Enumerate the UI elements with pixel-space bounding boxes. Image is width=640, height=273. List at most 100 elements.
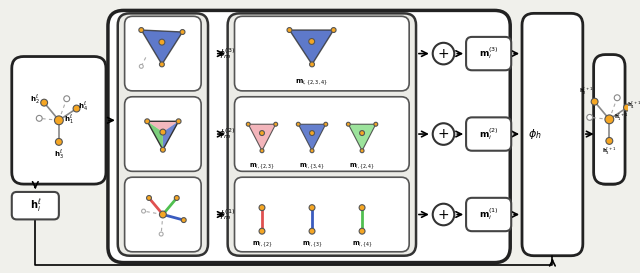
Circle shape — [159, 62, 164, 67]
Text: $\mathbf{h}_i^{\ell}$: $\mathbf{h}_i^{\ell}$ — [29, 197, 41, 214]
Circle shape — [259, 228, 265, 234]
Text: $\phi_m^{(3)}$: $\phi_m^{(3)}$ — [218, 46, 235, 61]
Circle shape — [260, 130, 264, 135]
Circle shape — [310, 130, 314, 135]
Text: $\mathbf{m}_{i,\{2,3\}}$: $\mathbf{m}_{i,\{2,3\}}$ — [249, 162, 275, 171]
Text: $\mathbf{m}_{i,\{2,3,4\}}$: $\mathbf{m}_{i,\{2,3,4\}}$ — [296, 78, 328, 87]
Circle shape — [346, 122, 350, 126]
FancyBboxPatch shape — [466, 37, 511, 70]
Circle shape — [614, 95, 620, 101]
Circle shape — [56, 138, 62, 145]
Text: $\mathbf{h}_3^{\ell+1}$: $\mathbf{h}_3^{\ell+1}$ — [602, 146, 616, 157]
Circle shape — [159, 211, 166, 218]
Text: $\phi_m^{(1)}$: $\phi_m^{(1)}$ — [218, 207, 235, 222]
Text: $\mathbf{m}_{i,\{3,4\}}$: $\mathbf{m}_{i,\{3,4\}}$ — [299, 162, 325, 171]
FancyBboxPatch shape — [108, 10, 510, 263]
Circle shape — [324, 122, 328, 126]
Text: $\mathbf{m}_{i,\{2,4\}}$: $\mathbf{m}_{i,\{2,4\}}$ — [349, 162, 375, 171]
Text: $\mathbf{h}_4^{\ell+1}$: $\mathbf{h}_4^{\ell+1}$ — [627, 100, 640, 111]
Circle shape — [259, 205, 265, 210]
Circle shape — [174, 195, 179, 200]
Text: $\mathbf{m}_{i,\{3\}}$: $\mathbf{m}_{i,\{3\}}$ — [301, 239, 323, 248]
Polygon shape — [348, 124, 376, 151]
FancyBboxPatch shape — [466, 117, 511, 151]
Circle shape — [587, 114, 593, 120]
Circle shape — [161, 147, 165, 152]
FancyBboxPatch shape — [522, 13, 583, 256]
Text: $\mathbf{h}_1^{\ell+1}$: $\mathbf{h}_1^{\ell+1}$ — [614, 112, 628, 123]
Text: $\phi_h$: $\phi_h$ — [528, 127, 541, 141]
FancyBboxPatch shape — [594, 55, 625, 184]
Circle shape — [309, 228, 315, 234]
Circle shape — [159, 232, 163, 236]
Circle shape — [145, 119, 150, 124]
FancyBboxPatch shape — [12, 57, 106, 184]
Circle shape — [308, 38, 315, 44]
FancyBboxPatch shape — [234, 177, 409, 252]
Polygon shape — [289, 30, 333, 64]
Circle shape — [139, 28, 144, 32]
FancyBboxPatch shape — [228, 13, 416, 256]
Circle shape — [433, 123, 454, 145]
Circle shape — [73, 105, 80, 112]
Polygon shape — [147, 121, 163, 150]
Text: $\mathbf{h}_3^{\ell}$: $\mathbf{h}_3^{\ell}$ — [54, 147, 64, 160]
Text: $\mathbf{h}_4^{\ell}$: $\mathbf{h}_4^{\ell}$ — [79, 99, 88, 112]
Circle shape — [310, 62, 314, 67]
FancyBboxPatch shape — [234, 97, 409, 171]
Circle shape — [147, 195, 152, 200]
Circle shape — [160, 129, 166, 135]
FancyBboxPatch shape — [125, 16, 201, 91]
Circle shape — [310, 149, 314, 153]
Circle shape — [433, 43, 454, 64]
Text: $+$: $+$ — [438, 47, 449, 61]
Text: $\mathbf{h}_2^{\ell}$: $\mathbf{h}_2^{\ell}$ — [29, 92, 39, 105]
Polygon shape — [141, 30, 182, 64]
Polygon shape — [147, 121, 179, 132]
Circle shape — [260, 149, 264, 153]
Circle shape — [360, 130, 365, 135]
Circle shape — [606, 138, 612, 144]
Text: $\mathbf{m}_{i,\{4\}}$: $\mathbf{m}_{i,\{4\}}$ — [351, 239, 372, 248]
Circle shape — [309, 205, 315, 210]
Circle shape — [140, 64, 143, 68]
Circle shape — [181, 218, 186, 222]
Circle shape — [176, 119, 181, 124]
Text: $+$: $+$ — [438, 207, 449, 221]
Text: $\mathbf{h}_2^{\ell+1}$: $\mathbf{h}_2^{\ell+1}$ — [579, 86, 594, 97]
FancyBboxPatch shape — [118, 13, 208, 256]
Circle shape — [274, 122, 278, 126]
Circle shape — [36, 115, 42, 121]
Circle shape — [246, 122, 250, 126]
Circle shape — [374, 122, 378, 126]
Circle shape — [331, 28, 336, 32]
FancyBboxPatch shape — [234, 16, 409, 91]
Text: $\mathbf{m}_i^{(3)}$: $\mathbf{m}_i^{(3)}$ — [479, 46, 499, 61]
Text: $\mathbf{m}_{i,\{2\}}$: $\mathbf{m}_{i,\{2\}}$ — [252, 239, 273, 248]
Polygon shape — [248, 124, 276, 151]
Circle shape — [433, 204, 454, 225]
FancyBboxPatch shape — [596, 57, 623, 184]
FancyBboxPatch shape — [12, 192, 59, 219]
Circle shape — [287, 28, 292, 32]
Circle shape — [605, 115, 614, 124]
Circle shape — [180, 29, 185, 34]
FancyBboxPatch shape — [466, 198, 511, 231]
Circle shape — [359, 228, 365, 234]
Circle shape — [141, 209, 145, 213]
Text: $\mathbf{m}_i^{(2)}$: $\mathbf{m}_i^{(2)}$ — [479, 126, 499, 142]
Polygon shape — [298, 124, 326, 151]
Circle shape — [41, 99, 47, 106]
FancyBboxPatch shape — [125, 177, 201, 252]
Circle shape — [296, 122, 300, 126]
Circle shape — [591, 98, 598, 105]
Circle shape — [623, 104, 630, 111]
Circle shape — [359, 205, 365, 210]
Text: $\mathbf{h}_1^{\ell}$: $\mathbf{h}_1^{\ell}$ — [64, 112, 74, 125]
Circle shape — [360, 149, 364, 153]
Text: $+$: $+$ — [438, 127, 449, 141]
Circle shape — [159, 39, 165, 45]
Polygon shape — [163, 121, 179, 150]
Circle shape — [64, 96, 70, 102]
Text: $\phi_m^{(2)}$: $\phi_m^{(2)}$ — [218, 127, 235, 141]
